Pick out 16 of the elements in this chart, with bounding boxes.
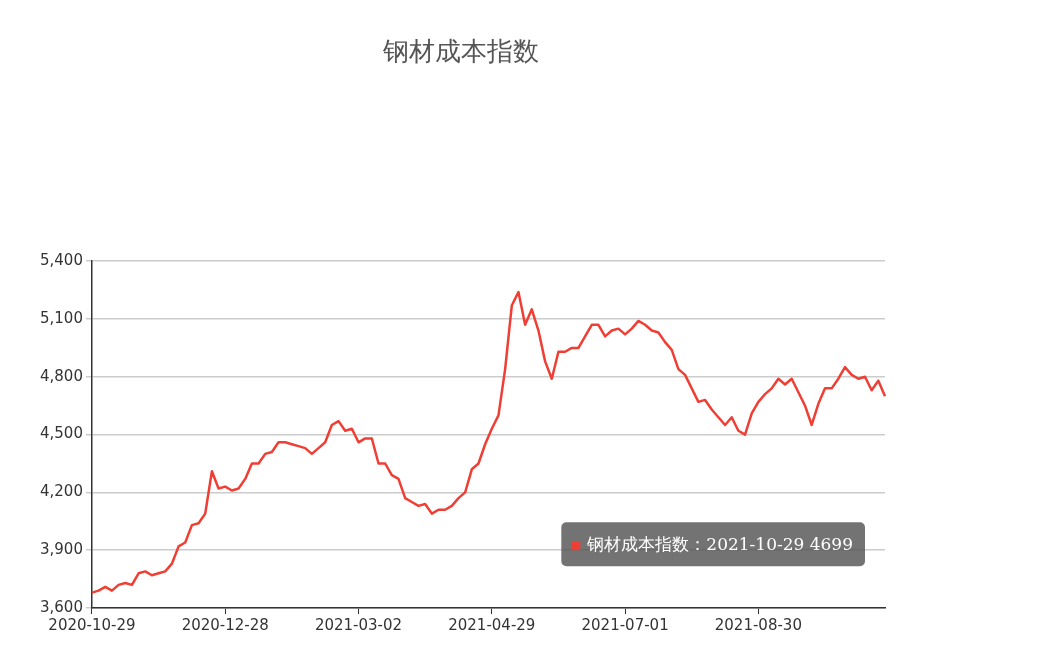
y-tick-label: 3,600 [39,597,83,616]
x-tick-label: 2021-08-30 [714,615,802,634]
legend-label: 钢材成本指数 [586,533,690,554]
x-tick-label: 2020-10-29 [48,615,136,634]
y-tick-label: 5,400 [39,251,83,270]
x-tick-label: 2021-07-01 [581,615,669,634]
y-tick-label: 3,900 [39,540,83,559]
x-tick-label: 2021-03-02 [314,615,403,634]
y-tick-label: 4,500 [39,424,83,443]
x-tick-label: 2021-04-29 [448,615,536,634]
annotation: ：2021-10-29 4699 [689,533,853,554]
y-tick-label: 5,100 [39,308,83,327]
y-tick-label: 4,800 [39,366,83,385]
chart-title: 钢材成本指数 [382,36,539,67]
y-tick-label: 4,200 [39,482,83,501]
x-tick-label: 2020-12-28 [181,615,269,634]
